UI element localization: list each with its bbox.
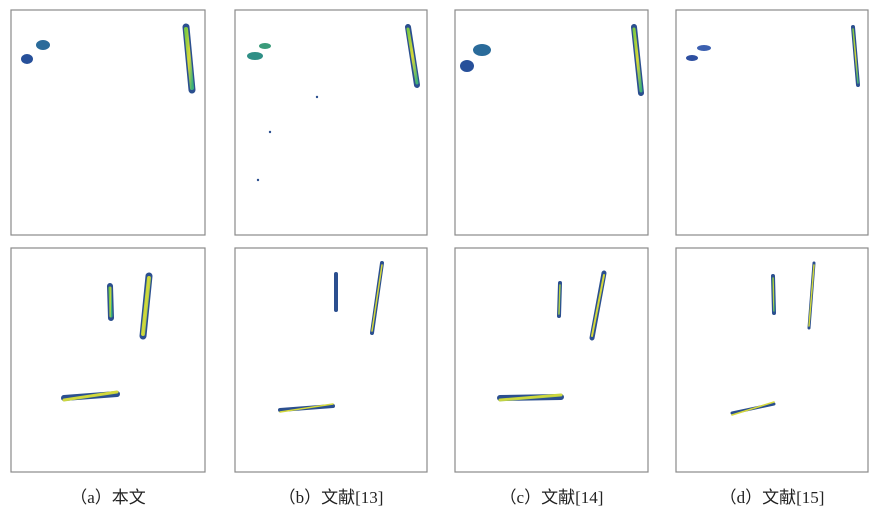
page: （a）本文（b）文献[13]（c）文献[14]（d）文献[15] (() => … xyxy=(0,0,872,511)
image-panel xyxy=(455,10,648,235)
blob xyxy=(473,44,491,56)
blob xyxy=(21,54,33,64)
blob xyxy=(686,55,698,61)
image-panel xyxy=(11,10,205,235)
image-panel xyxy=(11,248,205,472)
stripe-core xyxy=(110,288,111,316)
blob xyxy=(36,40,50,50)
caption: （a）本文 xyxy=(70,488,146,507)
dot xyxy=(316,96,318,98)
stripe-core xyxy=(559,285,560,314)
blob xyxy=(460,60,474,72)
panel-frame xyxy=(676,10,868,235)
panel-frame xyxy=(235,248,427,472)
image-panel xyxy=(235,10,427,235)
image-panel xyxy=(455,248,648,472)
stripe-core xyxy=(773,278,774,311)
blob xyxy=(247,52,263,60)
blob xyxy=(259,43,271,49)
panel-frame xyxy=(455,248,648,472)
blob xyxy=(697,45,711,51)
panel-frame xyxy=(11,248,205,472)
image-panel xyxy=(235,248,427,472)
panel-frame xyxy=(455,10,648,235)
dot xyxy=(269,131,271,133)
image-panel xyxy=(676,10,868,235)
image-panel xyxy=(676,248,868,472)
figure: （a）本文 （b）文献[13] （c）文献[14] （d）文献[15] xyxy=(0,0,872,511)
dot xyxy=(257,179,259,181)
caption: （b）文献[13] xyxy=(279,488,384,507)
caption: （d）文献[15] xyxy=(720,488,825,507)
caption: （c）文献[14] xyxy=(500,488,604,507)
